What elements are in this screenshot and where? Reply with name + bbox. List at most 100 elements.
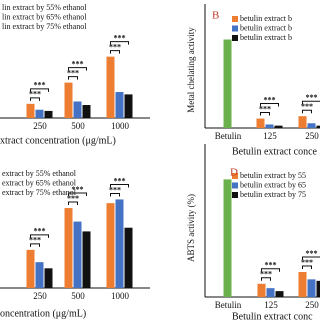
significance-bracket [302,100,320,105]
legend-swatch [232,173,238,179]
x-tick-label: Betulin [215,300,242,310]
significance-label: *** [72,185,84,194]
bar [73,221,82,288]
significance-bracket [68,192,87,197]
significance-label: *** [72,59,84,68]
bar [26,249,35,288]
significance-bracket [302,256,320,261]
x-tick-label: 250 [305,131,319,141]
bar [44,268,53,288]
significance-bracket [110,192,120,197]
significance-label: *** [109,42,121,51]
significance-label: *** [306,249,318,258]
significance-label: *** [67,68,79,77]
bar [266,288,275,297]
significance-label: *** [29,90,41,99]
significance-label: *** [34,81,46,90]
x-axis-label: Betulin extract conc [232,311,313,320]
bar [307,279,316,297]
bar [316,125,320,128]
bar [265,124,274,128]
bar [316,280,320,297]
bar [106,56,115,118]
legend-swatch [232,25,238,32]
legend-label: lin extract by 65% ethanol [2,12,87,21]
x-tick-label: Betulin [215,131,242,141]
panel-label: D [230,167,238,179]
significance-bracket [260,112,270,116]
legend-label: betulin extract by 65 [240,180,306,189]
legend-label: betulin extract by 55 [240,171,306,180]
x-tick-label: 250 [305,300,319,310]
bar [256,118,265,128]
significance-bracket [110,50,120,54]
bar [35,262,44,288]
significance-bracket [260,103,279,107]
x-tick-label: 1000 [111,291,130,301]
x-tick-label: 250 [33,291,47,301]
bar [275,291,284,297]
x-tick-label: 125 [263,131,277,141]
significance-bracket [302,109,312,114]
x-tick-label: 1000 [111,121,130,131]
x-tick-label: 500 [71,291,85,301]
y-axis-label: ABTS activity (%) [186,194,196,262]
significance-bracket [30,88,49,92]
panel-label: B [212,10,219,22]
significance-label: *** [301,258,313,267]
significance-label: *** [67,194,79,203]
legend-label: lin extract by 55% ethanol [2,3,87,12]
legend-label: extract by 75% ethanol [2,188,77,197]
legend-label: betulin extract by 75 [240,190,306,199]
bar [223,39,232,128]
bar [82,231,91,288]
significance-label: *** [114,33,126,42]
legend-label: betulin extract b [240,23,292,32]
bar [124,94,133,118]
bar [298,272,307,297]
significance-label: *** [29,236,41,245]
significance-bracket [30,97,40,101]
significance-bracket [68,67,87,71]
bar [35,109,44,118]
bar [106,203,115,288]
significance-bracket [110,183,129,188]
bar [223,179,232,297]
x-axis-label: xtract concentration (μg/mL) [0,135,116,146]
significance-bracket [261,268,280,272]
x-tick-label: 500 [71,121,85,131]
legend-label: extract by 65% ethanol [2,178,77,187]
bar [257,283,266,297]
x-tick-label: 125 [264,300,278,310]
legend-label: betulin extract b [240,33,292,42]
significance-label: *** [264,95,276,104]
legend-swatch [232,35,238,41]
legend-label: lin extract by 75% ethanol [2,22,87,31]
significance-label: *** [109,185,121,194]
bar [274,125,283,128]
legend-label: extract by 55% ethanol [2,169,77,178]
bar [307,123,316,128]
significance-bracket [30,234,49,238]
bar [26,103,35,118]
significance-label: *** [260,270,272,279]
significance-bracket [30,243,40,247]
bar [298,116,307,128]
y-axis-label: Metal chelating activity [186,27,196,113]
x-axis-label: oncentration (μg/mL) [0,308,86,319]
significance-label: *** [301,102,313,111]
significance-label: *** [265,261,277,270]
bar [115,199,124,288]
legend-swatch [232,16,238,22]
bar [64,82,73,118]
x-axis-label: Betulin extract conce [232,146,318,157]
significance-bracket [110,41,129,45]
x-tick-label: 250 [33,121,47,131]
significance-bracket [261,277,271,281]
legend-swatch [232,192,238,198]
legend-swatch [232,182,238,189]
significance-label: *** [114,176,126,185]
bar [115,92,124,118]
bar [44,110,53,118]
